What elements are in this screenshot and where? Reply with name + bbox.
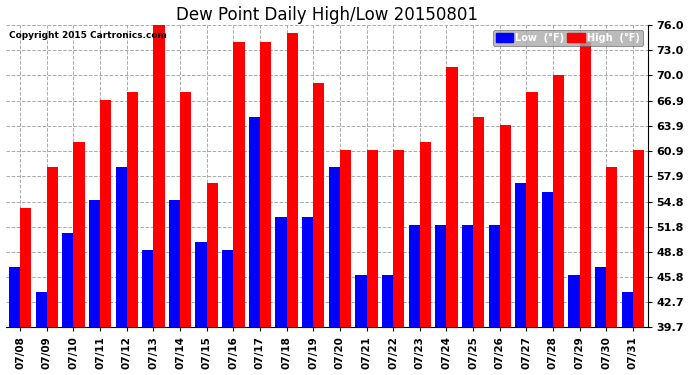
Bar — [435, 225, 446, 327]
Bar — [180, 92, 191, 327]
Bar — [393, 150, 404, 327]
Bar — [9, 267, 20, 327]
Bar — [446, 67, 457, 327]
Bar — [462, 225, 473, 327]
Bar — [607, 166, 618, 327]
Bar — [340, 150, 351, 327]
Bar — [580, 42, 591, 327]
Bar — [302, 217, 313, 327]
Bar — [115, 166, 127, 327]
Bar — [382, 275, 393, 327]
Bar — [366, 150, 377, 327]
Bar — [260, 42, 271, 327]
Title: Dew Point Daily High/Low 20150801: Dew Point Daily High/Low 20150801 — [175, 6, 477, 24]
Text: Copyright 2015 Cartronics.com: Copyright 2015 Cartronics.com — [9, 31, 167, 40]
Bar — [127, 92, 138, 327]
Bar — [500, 125, 511, 327]
Bar — [328, 166, 340, 327]
Bar — [233, 42, 244, 327]
Bar — [222, 250, 233, 327]
Bar — [195, 242, 207, 327]
Bar — [36, 292, 47, 327]
Bar — [473, 117, 484, 327]
Bar — [73, 142, 85, 327]
Bar — [249, 117, 260, 327]
Bar — [313, 83, 324, 327]
Bar — [408, 225, 420, 327]
Bar — [62, 233, 73, 327]
Bar — [286, 33, 298, 327]
Bar — [275, 217, 286, 327]
Bar — [100, 100, 111, 327]
Bar — [595, 267, 607, 327]
Bar — [526, 92, 538, 327]
Bar — [553, 75, 564, 327]
Bar — [153, 17, 165, 327]
Bar — [89, 200, 100, 327]
Bar — [207, 183, 218, 327]
Bar — [633, 150, 644, 327]
Bar — [169, 200, 180, 327]
Bar — [420, 142, 431, 327]
Bar — [569, 275, 580, 327]
Bar — [622, 292, 633, 327]
Bar — [489, 225, 500, 327]
Bar — [47, 166, 58, 327]
Bar — [515, 183, 526, 327]
Bar — [142, 250, 153, 327]
Bar — [355, 275, 366, 327]
Legend: Low  (°F), High  (°F): Low (°F), High (°F) — [493, 30, 642, 46]
Bar — [542, 192, 553, 327]
Bar — [20, 209, 31, 327]
